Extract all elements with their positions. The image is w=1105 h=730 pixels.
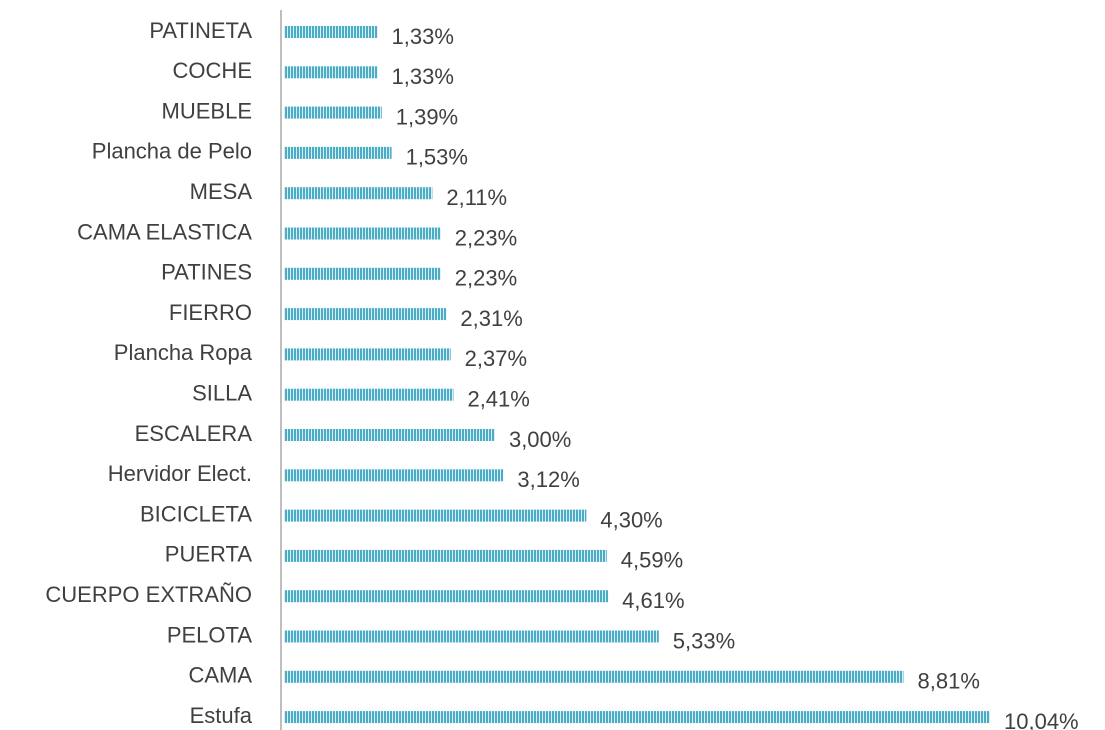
y-tick-label: SILLA [192,381,252,406]
bar [284,509,587,522]
y-tick-label: PELOTA [167,622,253,647]
data-label: 2,23% [455,266,517,291]
bar [284,187,433,200]
bar [284,711,990,724]
data-label: 4,30% [600,507,662,532]
y-tick-label: CAMA ELASTICA [77,219,252,244]
y-tick-label: CAMA [188,663,252,688]
y-tick-label: Plancha Ropa [114,340,253,365]
data-label: 2,11% [446,185,507,210]
y-tick-label: Estufa [190,703,253,728]
y-tick-label: BICICLETA [140,501,252,526]
bar [284,549,607,562]
bar [284,590,609,603]
data-label: 1,39% [396,104,458,129]
bar [284,106,382,119]
y-tick-label: MUEBLE [162,98,252,123]
bar [284,670,904,683]
bar [284,267,441,280]
bar [284,26,378,38]
data-label: 5,33% [673,628,735,653]
y-tick-label: Plancha de Pelo [92,139,252,164]
y-tick-label: COCHE [173,58,252,83]
data-label: 2,23% [455,225,517,250]
bar [284,429,495,441]
data-label: 1,33% [392,64,454,89]
bar [284,348,451,361]
bar [284,308,447,321]
data-label: 8,81% [918,669,980,694]
y-tick-label: FIERRO [169,300,252,325]
y-tick-label: CUERPO EXTRAÑO [45,582,252,607]
data-label: 2,31% [460,306,522,331]
data-label: 1,33% [392,24,454,49]
data-label: 4,61% [622,588,684,613]
data-label: 3,00% [509,427,571,452]
data-label: 1,53% [406,145,468,170]
data-label: 2,41% [467,387,529,412]
y-tick-label: ESCALERA [135,421,253,446]
y-tick-label: PATINETA [149,18,252,43]
y-tick-label: MESA [190,179,253,204]
data-label: 3,12% [517,467,579,492]
data-label: 4,59% [621,548,683,573]
y-tick-label: PATINES [161,260,252,285]
bar [284,66,378,79]
data-label: 10,04% [1004,709,1079,730]
data-label: 2,37% [465,346,527,371]
y-tick-label: Hervidor Elect. [108,461,252,486]
bar [284,146,392,159]
bar [284,388,454,401]
y-tick-label: PUERTA [165,542,253,567]
bar [284,469,504,482]
bar [284,227,441,240]
bar [284,630,659,643]
